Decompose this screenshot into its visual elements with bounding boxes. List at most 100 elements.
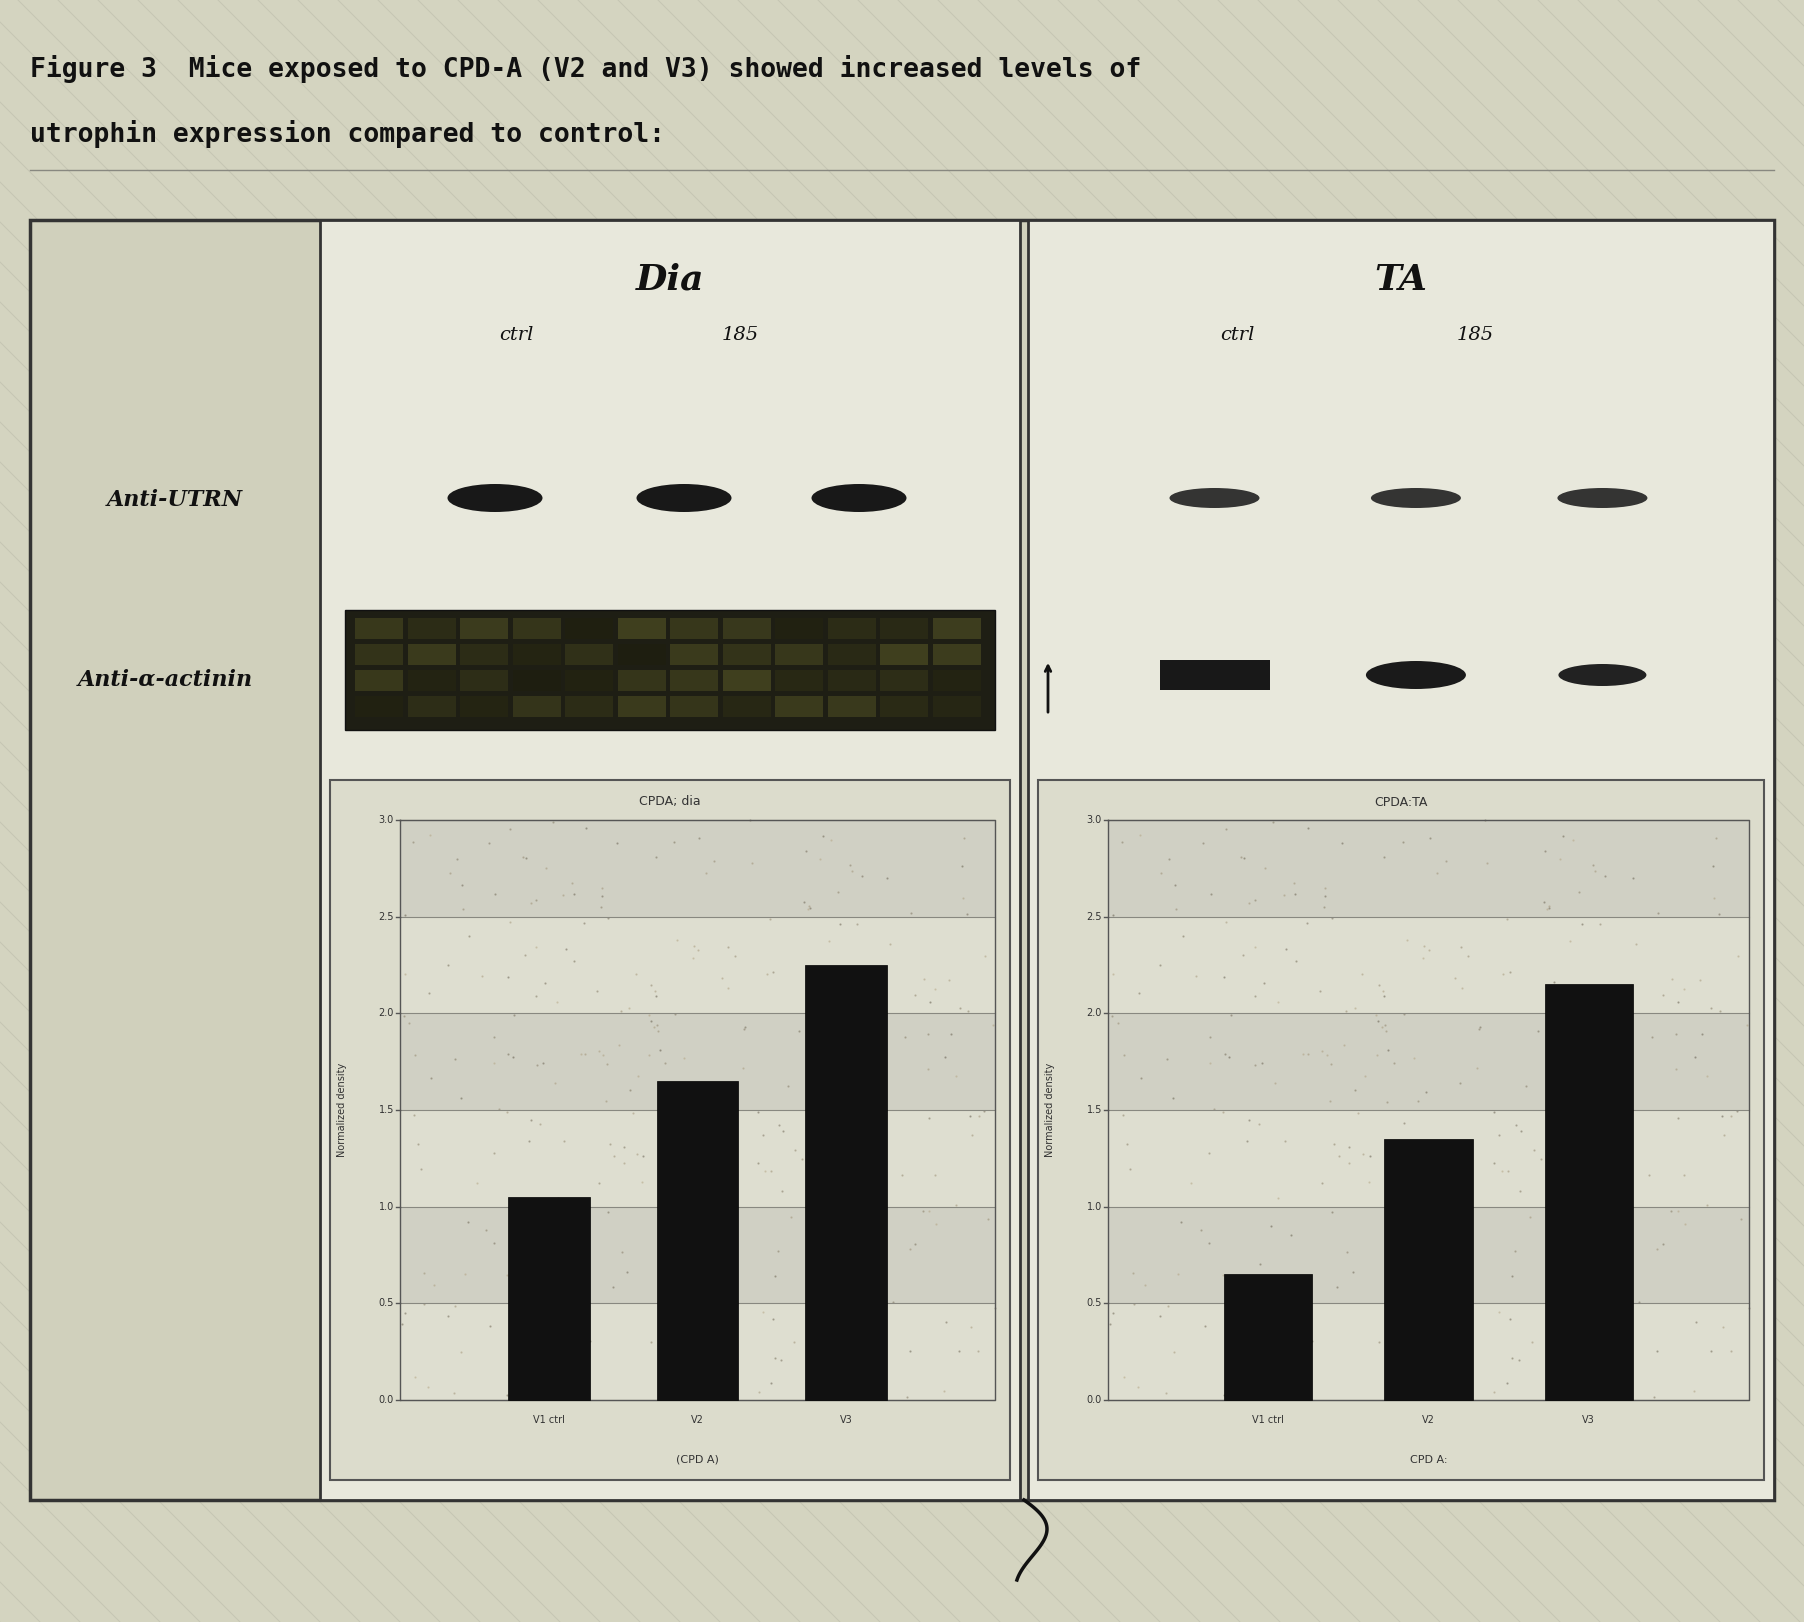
Bar [1108, 1014, 1750, 1109]
Text: 0.0: 0.0 [379, 1395, 393, 1405]
Bar [933, 696, 981, 717]
Bar [319, 221, 1019, 1500]
Bar [460, 644, 509, 665]
Bar [722, 618, 770, 639]
Bar [880, 670, 929, 691]
Bar [722, 644, 770, 665]
Text: 185: 185 [722, 326, 758, 344]
Bar [828, 618, 877, 639]
Bar [565, 644, 613, 665]
Bar [617, 696, 666, 717]
Text: CPD A:: CPD A: [1409, 1455, 1447, 1465]
Text: 2.5: 2.5 [1086, 912, 1102, 921]
Text: Anti-UTRN: Anti-UTRN [106, 488, 244, 511]
Text: 0.5: 0.5 [1086, 1298, 1102, 1309]
Bar [776, 670, 823, 691]
Bar [776, 644, 823, 665]
Bar [355, 696, 404, 717]
Text: 2.0: 2.0 [379, 1009, 393, 1019]
Bar [330, 780, 1010, 1479]
Bar [400, 1109, 996, 1207]
Bar [1544, 985, 1633, 1400]
Text: 1.5: 1.5 [379, 1105, 393, 1114]
Bar [408, 618, 456, 639]
Bar [805, 965, 888, 1400]
Bar [1037, 780, 1764, 1479]
Ellipse shape [1557, 488, 1647, 508]
Bar [512, 696, 561, 717]
Text: V3: V3 [1582, 1414, 1595, 1426]
Text: Dia: Dia [635, 263, 704, 297]
Bar [512, 644, 561, 665]
Text: Normalized density: Normalized density [337, 1062, 346, 1156]
Bar [617, 670, 666, 691]
Bar [509, 1197, 590, 1400]
Bar [400, 916, 996, 1014]
Text: (CPD A): (CPD A) [676, 1455, 720, 1465]
Bar [776, 696, 823, 717]
Bar [1384, 1139, 1472, 1400]
Bar [345, 610, 996, 730]
Text: V1 ctrl: V1 ctrl [532, 1414, 565, 1426]
Text: 185: 185 [1458, 326, 1494, 344]
Bar [1108, 1109, 1750, 1207]
Bar [1028, 221, 1773, 1500]
Text: Anti-α-actinin: Anti-α-actinin [78, 668, 253, 691]
Bar [722, 696, 770, 717]
Bar [933, 618, 981, 639]
Ellipse shape [1371, 488, 1461, 508]
Bar [880, 644, 929, 665]
Text: 0.5: 0.5 [379, 1298, 393, 1309]
Bar [1225, 1275, 1312, 1400]
Bar [657, 1080, 738, 1400]
Text: 2.0: 2.0 [1086, 1009, 1102, 1019]
Text: utrophin expression compared to control:: utrophin expression compared to control: [31, 120, 666, 148]
Bar [880, 696, 929, 717]
Ellipse shape [1366, 662, 1467, 689]
Bar [460, 696, 509, 717]
Text: Figure 3  Mice exposed to CPD-A (V2 and V3) showed increased levels of: Figure 3 Mice exposed to CPD-A (V2 and V… [31, 55, 1142, 83]
Bar [617, 644, 666, 665]
Bar [880, 618, 929, 639]
Bar [669, 670, 718, 691]
Bar [355, 618, 404, 639]
Text: CPDA:TA: CPDA:TA [1375, 795, 1427, 808]
Bar [1108, 1304, 1750, 1400]
Bar [512, 670, 561, 691]
Ellipse shape [637, 483, 731, 513]
Bar [408, 644, 456, 665]
Bar [933, 644, 981, 665]
Bar [1108, 916, 1750, 1014]
Bar [828, 670, 877, 691]
Text: 3.0: 3.0 [379, 814, 393, 826]
Bar [408, 670, 456, 691]
Bar [460, 670, 509, 691]
Bar [828, 696, 877, 717]
Bar [565, 618, 613, 639]
Text: Normalized density: Normalized density [1045, 1062, 1055, 1156]
Bar [355, 644, 404, 665]
Bar [565, 696, 613, 717]
Bar [400, 1304, 996, 1400]
Bar [828, 644, 877, 665]
Bar [776, 618, 823, 639]
Bar [669, 644, 718, 665]
Text: 0.0: 0.0 [1086, 1395, 1102, 1405]
Ellipse shape [1559, 663, 1647, 686]
Bar [400, 821, 996, 916]
Ellipse shape [447, 483, 543, 513]
Text: 1.5: 1.5 [1086, 1105, 1102, 1114]
Text: 3.0: 3.0 [1086, 814, 1102, 826]
Text: TA: TA [1375, 263, 1427, 297]
Bar [460, 618, 509, 639]
Text: ctrl: ctrl [1220, 326, 1254, 344]
Bar [669, 696, 718, 717]
Ellipse shape [812, 483, 906, 513]
Bar [617, 618, 666, 639]
Bar [1108, 1207, 1750, 1304]
Bar [400, 1014, 996, 1109]
Bar [933, 670, 981, 691]
Bar [512, 618, 561, 639]
Text: CPDA; dia: CPDA; dia [639, 795, 700, 808]
Text: 1.0: 1.0 [379, 1202, 393, 1212]
